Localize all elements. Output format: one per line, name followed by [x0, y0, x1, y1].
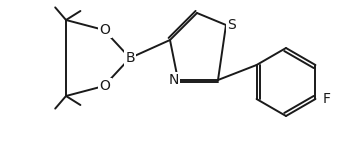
Text: O: O	[100, 79, 110, 93]
Text: O: O	[100, 23, 110, 37]
Text: F: F	[323, 92, 330, 106]
Text: N: N	[169, 73, 179, 87]
Text: S: S	[227, 18, 235, 32]
Text: B: B	[125, 51, 135, 65]
